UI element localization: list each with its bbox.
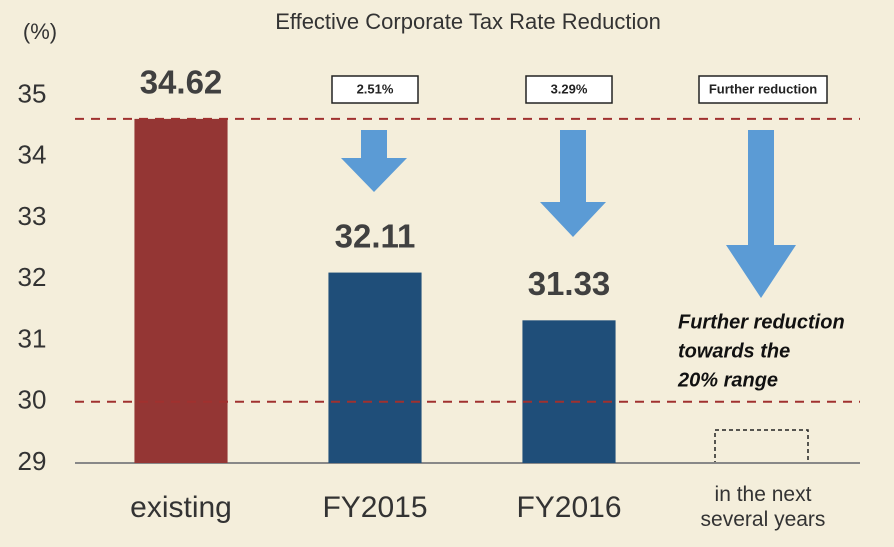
chart-title: Effective Corporate Tax Rate Reduction (275, 9, 661, 34)
value-label: 34.62 (140, 64, 223, 101)
annotation-box (331, 75, 419, 104)
y-tick-label: 35 (18, 78, 47, 108)
value-label: 32.11 (335, 217, 416, 254)
y-tick-label: 29 (18, 446, 47, 476)
y-tick-label: 33 (18, 201, 47, 231)
y-axis-label: (%) (23, 19, 57, 44)
note: towards the (678, 340, 790, 362)
annotation: Further reduction (709, 81, 817, 96)
y-tick-label: 32 (18, 262, 47, 292)
arrow (540, 130, 606, 237)
annotation-box (525, 75, 613, 104)
bar (522, 320, 616, 463)
x-tick-label: in the next several years (700, 483, 826, 532)
arrow (726, 130, 796, 298)
y-tick-label: 30 (18, 385, 47, 415)
bar (328, 272, 422, 463)
x-tick-label: FY2016 (516, 491, 622, 524)
arrow (341, 130, 407, 192)
annotation-box (698, 75, 828, 104)
note: Further reduction (678, 311, 845, 333)
y-tick-label: 34 (18, 140, 47, 170)
annotation: 2.51% (357, 81, 394, 96)
placeholder-box (714, 429, 809, 464)
value-label: 31.33 (528, 265, 611, 302)
annotation: 3.29% (551, 81, 588, 96)
note: 20% range (677, 369, 778, 391)
y-tick-label: 31 (18, 323, 47, 353)
x-tick-label: FY2015 (322, 491, 428, 524)
arrows (341, 130, 796, 298)
x-tick-label: existing (130, 491, 232, 524)
bar (134, 118, 228, 463)
